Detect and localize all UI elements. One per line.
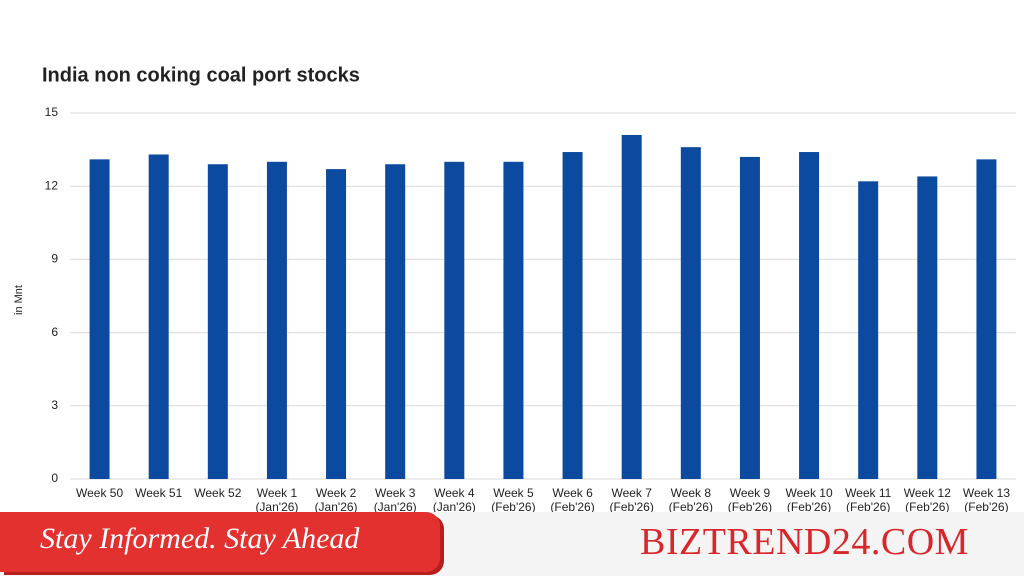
x-tick-label: (Jan'26): [255, 500, 298, 514]
bar: [562, 152, 583, 480]
x-tick-label: (Feb'26): [610, 500, 654, 514]
x-tick-label: Week 50: [76, 486, 123, 500]
x-tick-label: Week 3: [375, 486, 416, 500]
x-tick-label: Week 13: [963, 486, 1010, 500]
x-tick-label: (Jan'26): [374, 500, 417, 514]
bar: [739, 156, 760, 480]
x-tick-label: Week 10: [785, 486, 832, 500]
x-tick-label: Week 52: [194, 486, 241, 500]
x-tick-label: (Feb'26): [728, 500, 772, 514]
x-tick-label: Week 2: [316, 486, 357, 500]
tagline-box: Stay Informed. Stay Ahead: [0, 512, 440, 572]
bar: [89, 159, 110, 480]
y-tick-label: 12: [45, 178, 59, 192]
x-tick-label: (Feb'26): [491, 500, 535, 514]
x-tick-label: Week 4: [434, 486, 475, 500]
bar: [976, 159, 997, 480]
bar: [917, 176, 938, 479]
x-tick-label: Week 5: [493, 486, 534, 500]
x-tick-label: Week 7: [611, 486, 652, 500]
chart-title: India non coking coal port stocks: [42, 64, 360, 86]
x-tick-label: Week 6: [552, 486, 593, 500]
y-axis-label: in Mnt: [13, 285, 25, 315]
x-tick-label: (Feb'26): [787, 500, 831, 514]
x-tick-label: (Feb'26): [550, 500, 594, 514]
bar: [266, 161, 287, 480]
y-tick-label: 0: [51, 471, 58, 485]
bar: [621, 134, 642, 479]
x-tick-label: (Feb'26): [905, 500, 949, 514]
y-tick-label: 15: [45, 105, 59, 119]
y-tick-label: 6: [51, 325, 58, 339]
x-tick-label: Week 11: [845, 486, 892, 500]
brand: BIZTREND24.COM: [640, 521, 969, 563]
x-tick-label: Week 1: [257, 486, 298, 500]
bar: [680, 147, 701, 479]
tagline: Stay Informed. Stay Ahead: [40, 522, 360, 555]
bar: [326, 169, 347, 479]
x-tick-label: Week 12: [904, 486, 951, 500]
y-tick-label: 3: [51, 398, 58, 412]
x-tick-label: (Feb'26): [964, 500, 1008, 514]
bar: [799, 152, 820, 480]
banner: Stay Informed. Stay Ahead BIZTREND24.COM: [0, 512, 1024, 576]
x-tick-label: Week 9: [730, 486, 771, 500]
bar: [444, 161, 465, 480]
x-tick-label: (Feb'26): [669, 500, 713, 514]
y-tick-label: 9: [51, 252, 58, 266]
bar: [207, 164, 228, 480]
bar: [858, 181, 879, 479]
bar: [148, 154, 169, 480]
x-tick-label: (Feb'26): [846, 500, 890, 514]
x-tick-label: Week 8: [671, 486, 712, 500]
bar: [385, 164, 406, 480]
x-tick-label: (Jan'26): [315, 500, 358, 514]
x-tick-label: (Jan'26): [433, 500, 476, 514]
x-tick-label: Week 51: [135, 486, 182, 500]
bar: [503, 161, 524, 480]
